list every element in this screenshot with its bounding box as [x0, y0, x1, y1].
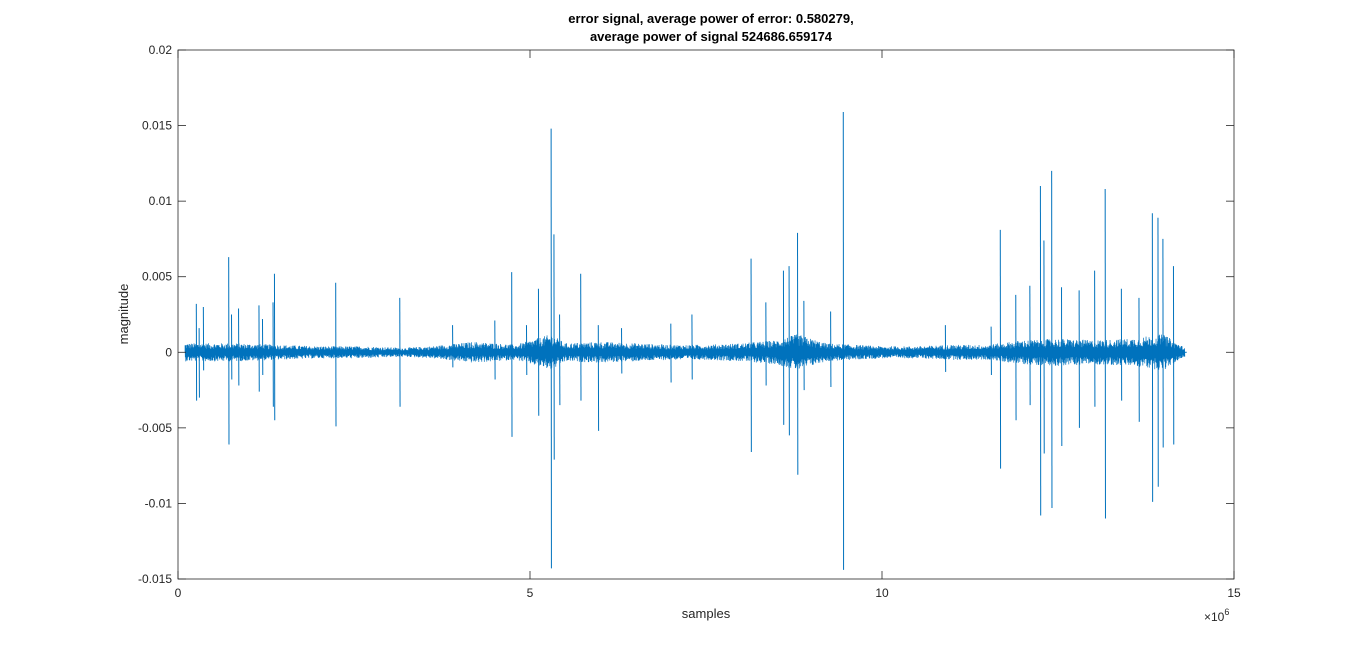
- y-tick-label: 0.005: [142, 270, 172, 284]
- chart-title-line-1: error signal, average power of error: 0.…: [568, 11, 853, 26]
- axes-box: [177, 49, 1235, 580]
- x-tick-label: 15: [1227, 586, 1241, 600]
- y-tick-label: -0.01: [145, 496, 173, 510]
- y-tick-label: -0.005: [138, 421, 172, 435]
- y-tick-label: 0.01: [149, 194, 173, 208]
- x-tick-label: 10: [875, 586, 889, 600]
- y-tick-label: 0: [165, 345, 172, 359]
- noise-trace: [184, 334, 1186, 370]
- x-axis-ticks: 0 5 10 15: [175, 50, 1241, 600]
- chart-title-line-2: average power of signal 524686.659174: [590, 29, 833, 44]
- plot-background: [178, 50, 1234, 579]
- y-axis-label: magnitude: [116, 284, 131, 345]
- y-tick-label: -0.015: [138, 572, 172, 586]
- y-tick-label: 0.015: [142, 119, 172, 133]
- x-axis-exponent-power: 6: [1224, 607, 1229, 617]
- x-tick-label: 5: [527, 586, 534, 600]
- y-axis-ticks: -0.015 -0.01 -0.005 0 0.005 0.01 0.015 0.02: [138, 43, 1234, 586]
- error-signal-series: [184, 111, 1187, 570]
- x-axis-label: samples: [682, 606, 731, 621]
- plot-area: [177, 49, 1235, 580]
- y-tick-label: 0.02: [149, 43, 173, 57]
- x-axis-exponent-base: ×10: [1204, 610, 1225, 624]
- x-tick-label: 0: [175, 586, 182, 600]
- x-axis-exponent: ×106: [1204, 607, 1229, 624]
